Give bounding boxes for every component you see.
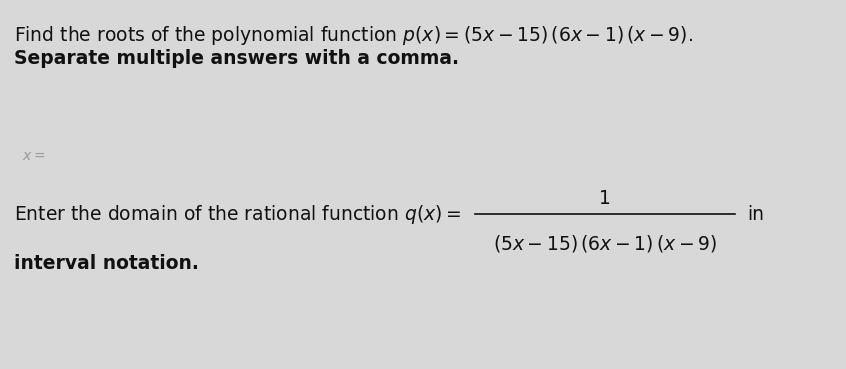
Text: Separate multiple answers with a comma.: Separate multiple answers with a comma. (14, 49, 459, 68)
Text: $(5x-15)\,(6x-1)\,(x-9)$: $(5x-15)\,(6x-1)\,(x-9)$ (493, 233, 717, 254)
Text: Find the roots of the polynomial function $p(x) = (5x-15)\,(6x-1)\,(x-9).$: Find the roots of the polynomial functio… (14, 24, 693, 47)
Text: 1: 1 (599, 190, 611, 208)
Text: $x =$: $x =$ (22, 149, 46, 163)
Text: in: in (747, 204, 764, 224)
Text: interval notation.: interval notation. (14, 254, 199, 273)
Text: Enter the domain of the rational function $q(x) =$: Enter the domain of the rational functio… (14, 203, 461, 225)
